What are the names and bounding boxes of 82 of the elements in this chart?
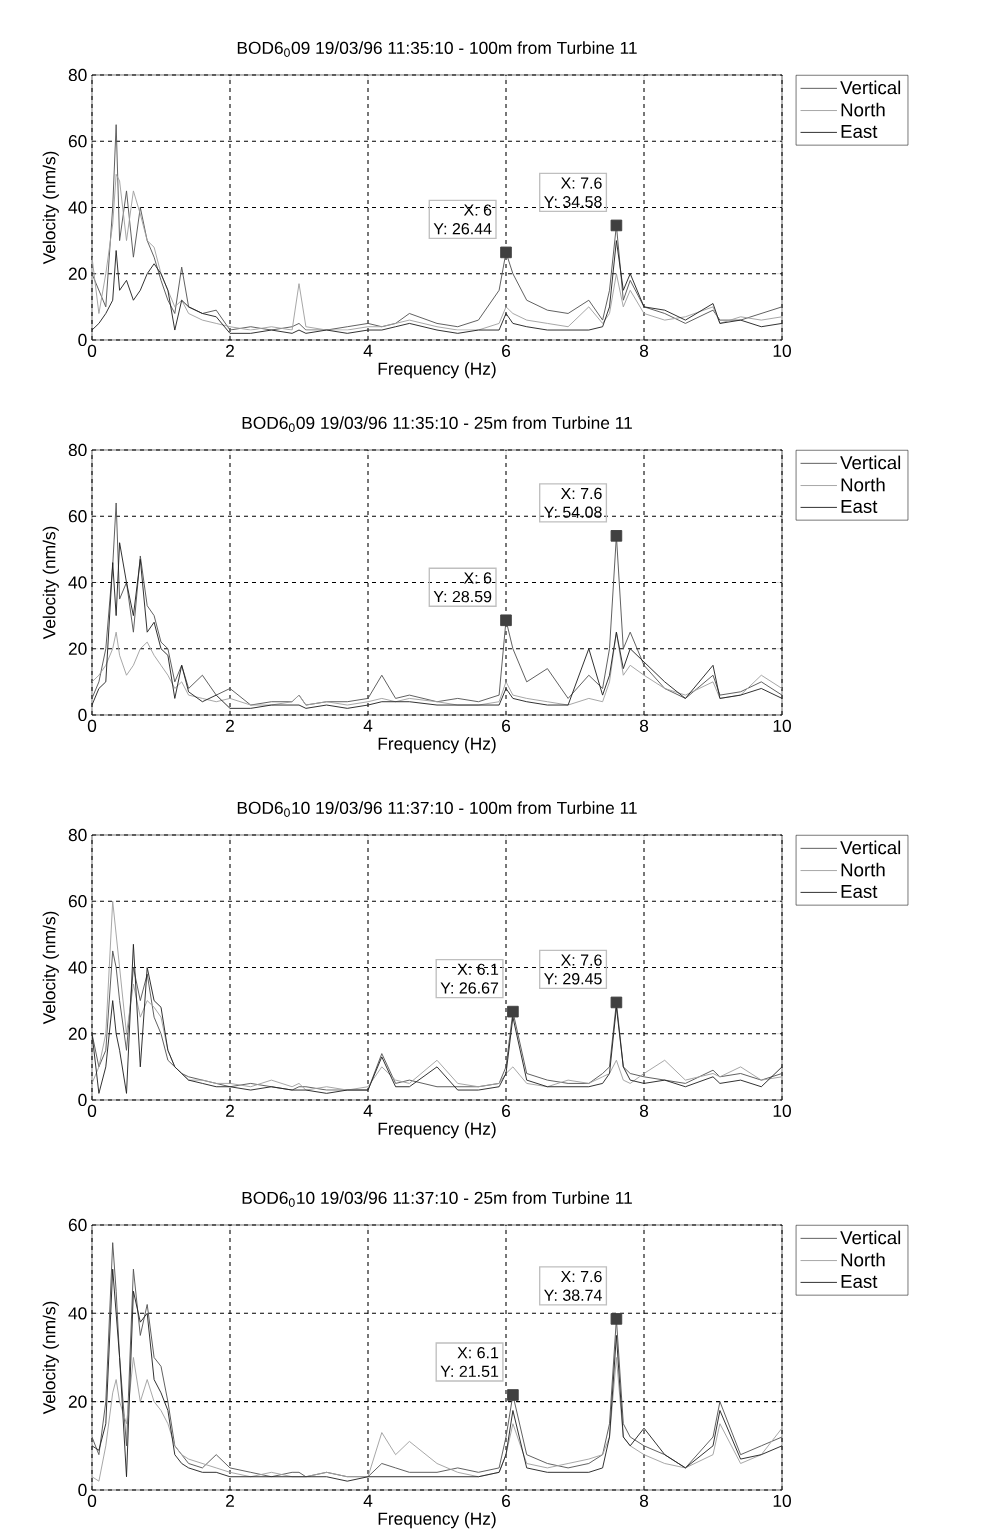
annotation: X: 7.6 [560, 954, 602, 966]
annotation: X: 7.6 [560, 177, 602, 189]
annotation: Y: 21.51 [440, 1365, 499, 1377]
y-tick-label: 20 [68, 642, 87, 655]
chart-title: BOD6$_{0}$10 19/03/96 11:37:10 - 100m from Turbine 11 [237, 801, 637, 817]
x-tick-label: 0 [87, 344, 97, 357]
legend-label: East [841, 1274, 878, 1289]
y-tick-label: 60 [68, 895, 87, 908]
legend-label: North [841, 862, 885, 877]
x-axis-title: Frequency (Hz) [378, 1512, 496, 1529]
x-tick-label: 4 [363, 719, 373, 732]
y-tick-label: 20 [68, 1395, 87, 1408]
x-tick-label: 10 [773, 1494, 791, 1507]
x-tick-label: 4 [363, 344, 373, 357]
x-axis-title: Frequency (Hz) [378, 737, 496, 754]
x-tick-label: 4 [363, 1494, 373, 1507]
annotation: X: 7.6 [560, 1270, 602, 1283]
y-tick-label: 40 [68, 201, 87, 214]
y-axis-title: Velocity (nm/s) [42, 526, 59, 640]
y-tick-label: 40 [68, 576, 87, 589]
x-tick-label: 10 [773, 719, 791, 732]
annotation: Y: 29.45 [544, 973, 602, 985]
legend-label: North [841, 477, 885, 492]
y-axis-title: Velocity (nm/s) [42, 911, 59, 1025]
x-tick-label: 4 [363, 1104, 373, 1117]
annotation: Y: 54.08 [544, 506, 602, 518]
annotation: X: 6.1 [457, 1347, 499, 1359]
chart-title: BOD6$_{0}$09 19/03/96 11:35:10 - 100m from Turbine 11 [237, 41, 637, 57]
annotation: Y: 28.59 [433, 590, 492, 603]
legend-label: North [841, 102, 885, 117]
y-tick-label: 60 [68, 135, 87, 148]
x-tick-label: 8 [639, 1494, 649, 1507]
x-tick-label: 6 [502, 719, 511, 732]
line-series [92, 631, 783, 706]
x-tick-label: 8 [639, 1104, 649, 1117]
y-tick-label: 80 [68, 443, 87, 457]
x-tick-label: 0 [87, 1104, 97, 1117]
x-tick-label: 6 [502, 344, 511, 357]
legend-label: East [841, 499, 878, 514]
chart-title: BOD6$_{0}$09 19/03/96 11:35:10 - 25m from Turbine 11 [242, 416, 632, 432]
legend-label: East [841, 124, 878, 138]
legend-label: Vertical [840, 840, 901, 855]
y-tick-label: 0 [78, 333, 87, 347]
chart-title: BOD6$_{0}$10 19/03/96 11:37:10 - 25m from Turbine 11 [242, 1191, 632, 1207]
line-series [92, 502, 783, 706]
y-axis-title: Velocity (nm/s) [42, 151, 59, 265]
y-axis-title: Velocity (nm/s) [42, 1301, 59, 1415]
x-tick-label: 10 [773, 1104, 791, 1117]
legend-label: Vertical [840, 1230, 901, 1245]
x-tick-label: 6 [502, 1494, 511, 1507]
annotation: Y: 34.58 [544, 196, 602, 208]
x-tick-label: 6 [502, 1104, 511, 1117]
legend-label: Vertical [840, 455, 901, 470]
legend-label: Vertical [840, 80, 901, 95]
legend-label: North [841, 1252, 885, 1267]
x-tick-label: 2 [226, 719, 234, 732]
y-tick-label: 60 [68, 1218, 87, 1232]
x-tick-label: 8 [639, 344, 649, 357]
x-tick-label: 0 [87, 1494, 97, 1507]
x-tick-label: 2 [226, 1494, 234, 1507]
x-tick-label: 2 [226, 344, 234, 357]
legend-label: East [841, 884, 878, 899]
y-tick-label: 60 [68, 510, 87, 523]
annotation: Y: 38.74 [544, 1289, 602, 1301]
y-tick-label: 40 [68, 961, 87, 974]
y-tick-label: 80 [68, 828, 87, 842]
annotation: Y: 26.67 [440, 982, 499, 994]
y-tick-label: 0 [78, 1483, 87, 1497]
x-tick-label: 10 [773, 344, 791, 357]
y-tick-label: 20 [68, 1027, 87, 1040]
annotation: Y: 26.44 [433, 223, 492, 235]
x-axis-title: Frequency (Hz) [378, 362, 496, 379]
y-tick-label: 40 [68, 1307, 87, 1320]
y-tick-label: 0 [78, 708, 87, 722]
x-axis-title: Frequency (Hz) [378, 1122, 496, 1139]
x-tick-label: 8 [639, 719, 649, 732]
y-tick-label: 0 [78, 1093, 87, 1107]
y-tick-label: 20 [68, 267, 87, 280]
x-tick-label: 2 [226, 1104, 234, 1117]
y-tick-label: 80 [68, 68, 87, 82]
x-tick-label: 0 [87, 719, 97, 732]
annotation: X: 7.6 [560, 487, 602, 500]
